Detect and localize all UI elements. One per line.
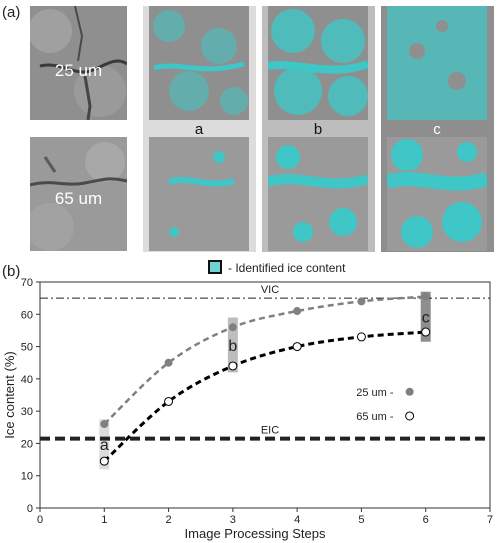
x-tick-label: 1	[101, 514, 107, 526]
step-label-a: a	[194, 121, 204, 138]
step-marker-label-c: c	[422, 310, 430, 327]
plot-frame	[39, 281, 491, 509]
legend-marker-filled	[405, 387, 414, 396]
raw-micrograph-25um: 25 um	[30, 6, 127, 120]
step-b-65um-tile	[268, 137, 368, 251]
step-c-65um-tile	[387, 137, 487, 251]
y-tick-label: 50	[21, 342, 33, 354]
step-marker-bar-c	[420, 291, 431, 342]
step-marker-bar-b	[227, 317, 238, 373]
panel-a-label: (a)	[2, 4, 21, 21]
x-axis-label: Image Processing Steps	[185, 526, 326, 541]
x-tick-label: 7	[487, 514, 493, 526]
panel-b-label: (b)	[2, 263, 21, 280]
series-point-65um	[228, 361, 238, 371]
reference-label-vic: VIC	[261, 284, 279, 296]
series-point-25um	[164, 358, 173, 367]
series-line-0	[103, 295, 426, 425]
series-point-65um	[356, 332, 366, 342]
x-tick-label: 0	[37, 514, 43, 526]
series-point-65um	[99, 456, 109, 466]
x-tick-label: 2	[166, 514, 172, 526]
y-tick-label: 0	[27, 503, 33, 515]
step-c-25um-tile	[387, 6, 487, 120]
step-a-65um-tile	[149, 137, 249, 251]
series-point-65um	[164, 396, 174, 406]
reference-label-eic: EIC	[261, 425, 279, 437]
ice-legend-swatch	[208, 260, 222, 274]
x-tick-label: 5	[358, 514, 364, 526]
y-tick-label: 10	[21, 471, 33, 483]
ice-legend-text: - Identified ice content	[228, 261, 346, 275]
y-axis-label: Ice content (%)	[2, 351, 17, 438]
legend-entry-label: 65 um -	[356, 411, 394, 423]
step-a-25um-tile	[149, 6, 249, 120]
series-point-25um	[293, 307, 302, 316]
step-marker-label-b: b	[228, 338, 237, 355]
step-marker-label-a: a	[100, 437, 109, 454]
series-point-25um	[421, 292, 430, 301]
y-tick-label: 60	[21, 309, 33, 321]
step-label-c: c	[433, 121, 441, 138]
series-point-65um	[421, 327, 431, 337]
row-label-65um: 65 um	[54, 189, 103, 208]
series-point-65um	[292, 342, 302, 352]
x-tick-label: 3	[230, 514, 236, 526]
y-tick-label: 20	[21, 438, 33, 450]
x-tick-label: 4	[294, 514, 300, 526]
step-label-b: b	[313, 121, 323, 138]
series-line-1	[103, 330, 426, 463]
row-label-25um: 25 um	[54, 61, 103, 80]
step-marker-bar-a	[99, 419, 110, 470]
y-tick-label: 30	[21, 406, 33, 418]
series-point-25um	[100, 420, 109, 429]
step-b-25um-tile	[268, 6, 368, 120]
series-point-25um	[357, 297, 366, 306]
series-point-25um	[228, 323, 237, 332]
legend-entry-label: 25 um -	[356, 387, 394, 399]
x-tick-label: 6	[423, 514, 429, 526]
legend-marker-open	[405, 411, 415, 421]
y-tick-label: 70	[21, 277, 33, 289]
raw-micrograph-65um: 65 um	[30, 137, 127, 251]
y-tick-label: 40	[21, 374, 33, 386]
